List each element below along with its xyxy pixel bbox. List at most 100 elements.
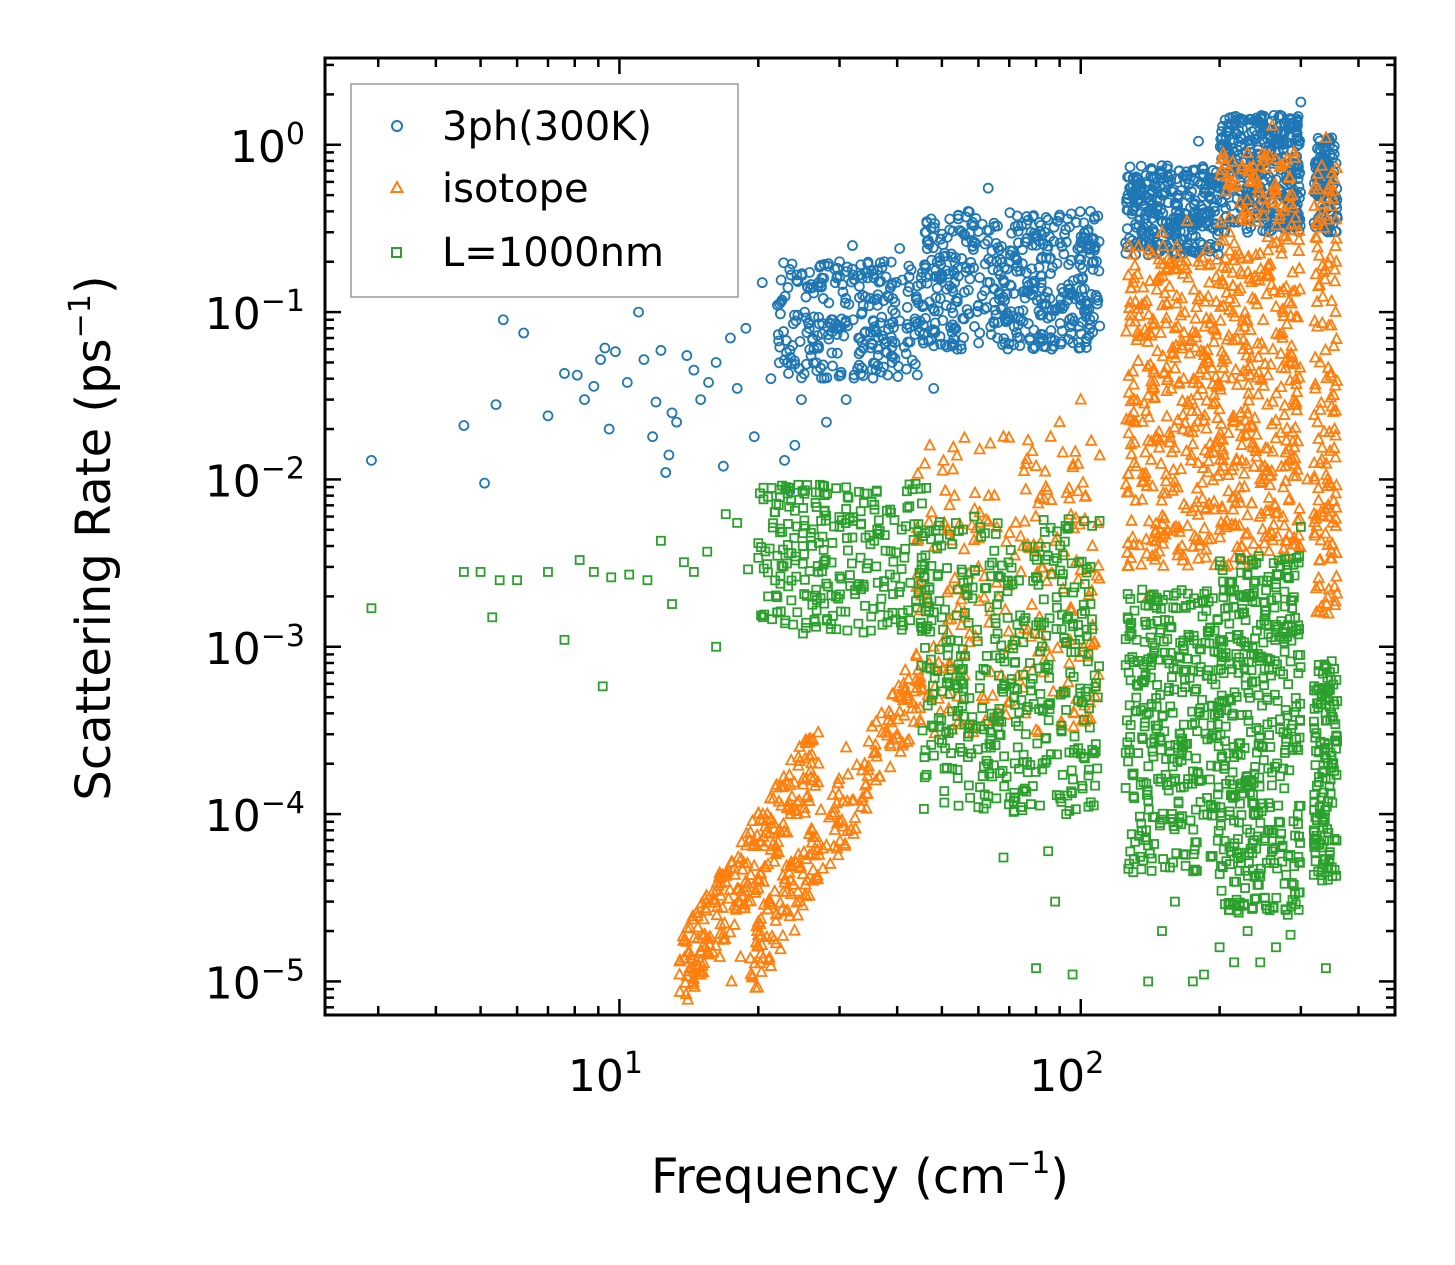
data-point xyxy=(974,272,985,284)
data-point xyxy=(735,900,749,914)
data-point xyxy=(1193,538,1207,551)
data-point xyxy=(799,306,811,318)
data-point xyxy=(542,410,554,422)
data-point xyxy=(1147,225,1159,237)
data-point xyxy=(1004,279,1016,291)
data-point xyxy=(931,282,943,294)
data-point xyxy=(886,277,898,289)
data-point xyxy=(681,992,695,1005)
data-point xyxy=(856,362,868,374)
data-point xyxy=(1135,160,1147,172)
data-point xyxy=(911,466,925,479)
data-point xyxy=(1189,311,1203,324)
data-point xyxy=(1202,453,1216,467)
data-point xyxy=(1040,341,1052,353)
data-point xyxy=(982,182,994,194)
data-point xyxy=(840,394,852,405)
data-point xyxy=(740,856,754,869)
data-point xyxy=(853,332,865,344)
data-point xyxy=(969,520,983,533)
data-point xyxy=(1171,548,1185,561)
data-point xyxy=(1073,342,1085,354)
data-point xyxy=(1005,280,1017,292)
data-point xyxy=(968,236,980,248)
data-point xyxy=(784,264,796,275)
data-point xyxy=(663,449,675,461)
data-point xyxy=(1059,228,1070,240)
data-point xyxy=(1223,125,1235,137)
data-point xyxy=(1141,388,1155,401)
data-point xyxy=(920,313,931,324)
data-point xyxy=(655,345,667,356)
data-point xyxy=(836,279,848,291)
data-point xyxy=(1155,297,1169,311)
data-point xyxy=(857,342,869,354)
data-point xyxy=(723,924,737,938)
data-point xyxy=(951,343,963,355)
data-point xyxy=(863,300,875,312)
data-point xyxy=(970,213,982,224)
data-point xyxy=(1265,131,1277,143)
data-point xyxy=(1258,126,1270,137)
data-point xyxy=(1094,320,1106,332)
data-point xyxy=(958,430,972,443)
data-point xyxy=(862,258,874,270)
data-point xyxy=(1088,242,1100,254)
data-point xyxy=(813,318,825,330)
data-point xyxy=(969,321,980,332)
data-point xyxy=(868,357,879,369)
data-point xyxy=(872,289,884,301)
data-point xyxy=(744,966,758,979)
data-point xyxy=(694,943,708,957)
data-point xyxy=(1130,218,1141,230)
data-point xyxy=(1192,213,1204,224)
data-point xyxy=(930,292,942,304)
data-point xyxy=(497,314,509,326)
data-point xyxy=(1291,132,1303,144)
data-point xyxy=(869,744,883,757)
data-point xyxy=(1174,461,1188,475)
data-point xyxy=(1267,134,1279,146)
data-point xyxy=(802,748,816,761)
data-point xyxy=(1207,334,1221,347)
data-point xyxy=(1295,96,1307,108)
data-point xyxy=(1291,116,1303,128)
data-point xyxy=(918,456,932,469)
data-point xyxy=(1245,221,1257,233)
data-point xyxy=(757,897,771,910)
data-point xyxy=(771,299,783,311)
data-point xyxy=(1093,447,1107,461)
data-point xyxy=(673,984,687,997)
data-point xyxy=(1075,237,1087,249)
data-point xyxy=(699,903,713,916)
data-point xyxy=(1157,207,1169,219)
data-point xyxy=(887,351,899,362)
data-point xyxy=(831,347,843,359)
data-point xyxy=(846,792,860,806)
data-point xyxy=(1193,208,1205,219)
data-point xyxy=(735,834,749,848)
data-point xyxy=(1083,695,1097,708)
data-point xyxy=(973,441,987,455)
data-point xyxy=(913,670,927,683)
data-point xyxy=(901,301,913,313)
data-point xyxy=(1083,635,1097,648)
data-point xyxy=(869,772,883,786)
data-point xyxy=(1040,482,1054,495)
data-point xyxy=(992,317,1004,328)
data-point xyxy=(1085,637,1099,650)
data-point xyxy=(1151,194,1163,206)
data-point xyxy=(1248,115,1260,126)
data-point xyxy=(772,794,786,807)
data-point xyxy=(728,917,742,930)
data-point xyxy=(1058,248,1070,260)
data-point xyxy=(968,485,982,499)
data-point xyxy=(838,836,852,849)
data-point xyxy=(990,237,1002,249)
data-point xyxy=(1291,120,1303,132)
data-point xyxy=(1064,321,1076,333)
data-point xyxy=(1091,558,1105,571)
data-point xyxy=(716,900,730,913)
data-point xyxy=(1051,258,1063,270)
data-point xyxy=(850,757,864,771)
